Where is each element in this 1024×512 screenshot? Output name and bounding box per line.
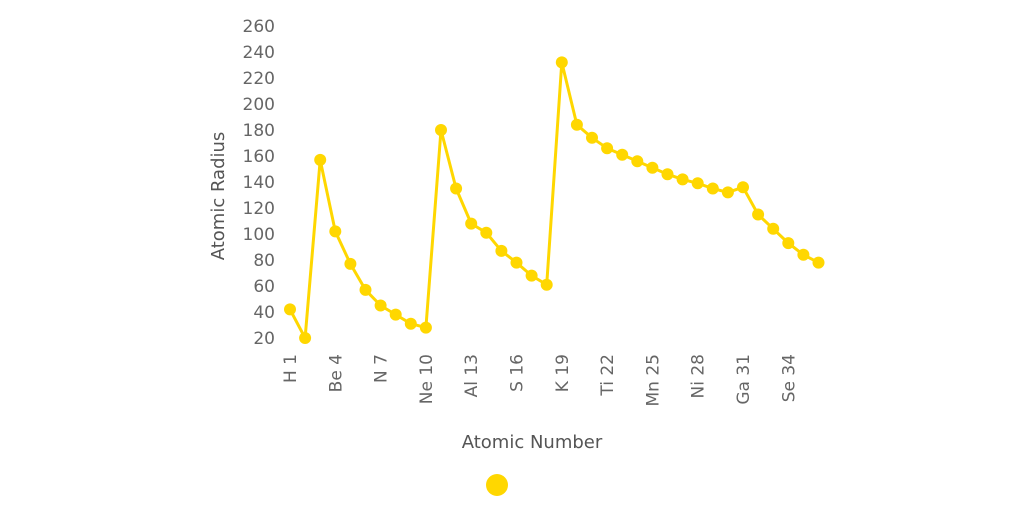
x-axis-ticks: H 1 Be 4 N 7 Ne 10 Al 13 S 16 K 19 Ti 22 Mn 25 Ni… bbox=[281, 354, 799, 406]
y-tick-label: 120 bbox=[243, 199, 275, 219]
data-point-si-14[interactable] bbox=[480, 226, 493, 239]
x-tick-label: H 1 bbox=[281, 354, 301, 383]
data-point-zn-30[interactable] bbox=[721, 186, 734, 199]
x-axis-title: Atomic Number bbox=[462, 432, 603, 453]
data-point-na-11[interactable] bbox=[435, 124, 447, 136]
data-point-n-7[interactable] bbox=[374, 299, 387, 312]
y-tick-label: 220 bbox=[243, 69, 275, 89]
x-tick-label: Ga 31 bbox=[734, 354, 754, 405]
y-tick-label: 160 bbox=[243, 147, 275, 167]
data-point-ar-18[interactable] bbox=[540, 278, 553, 291]
data-point-he-2[interactable] bbox=[299, 332, 312, 344]
data-point-o-8[interactable] bbox=[389, 308, 402, 321]
data-point-al-13[interactable] bbox=[465, 217, 478, 230]
data-point-mn-25[interactable] bbox=[646, 161, 659, 174]
y-tick-label: 60 bbox=[253, 277, 275, 297]
data-point-mg-12[interactable] bbox=[450, 182, 463, 195]
x-tick-label: K 19 bbox=[553, 354, 573, 392]
data-point-k-19[interactable] bbox=[555, 56, 568, 69]
data-point-b-5[interactable] bbox=[344, 257, 357, 270]
y-tick-label: 180 bbox=[243, 121, 275, 141]
x-tick-label: Ni 28 bbox=[689, 354, 709, 398]
series-line bbox=[288, 60, 820, 340]
x-tick-label: Be 4 bbox=[326, 354, 346, 392]
y-axis-title: Atomic Radius bbox=[208, 132, 229, 261]
data-point-se-34[interactable] bbox=[782, 237, 795, 250]
y-tick-label: 100 bbox=[243, 225, 275, 245]
data-point-li-3[interactable] bbox=[314, 153, 327, 166]
data-point-be-4[interactable] bbox=[329, 225, 342, 238]
data-point-ti-22[interactable] bbox=[601, 142, 614, 155]
y-tick-label: 80 bbox=[253, 251, 275, 271]
data-point-fe-26[interactable] bbox=[661, 168, 674, 181]
y-tick-label: 200 bbox=[243, 95, 275, 115]
data-point-co-27[interactable] bbox=[676, 173, 689, 186]
x-tick-label: Al 13 bbox=[462, 354, 482, 397]
data-point-s-16[interactable] bbox=[510, 256, 523, 269]
plot-area bbox=[284, 56, 825, 344]
y-tick-label: 40 bbox=[253, 303, 275, 323]
data-point-ge-32[interactable] bbox=[752, 208, 765, 221]
data-point-ni-28[interactable] bbox=[691, 177, 704, 190]
data-point-sc-21[interactable] bbox=[586, 131, 598, 144]
x-tick-label: Ne 10 bbox=[417, 354, 437, 404]
data-point-ne-10[interactable] bbox=[419, 321, 432, 334]
x-tick-label: Mn 25 bbox=[643, 354, 663, 406]
x-tick-label: Ti 22 bbox=[598, 354, 618, 397]
y-axis-ticks: 20 40 60 80 100 120 140 160 180 200 220 240 260 bbox=[243, 17, 275, 349]
x-tick-label: Se 34 bbox=[779, 354, 799, 402]
data-point-cl-17[interactable] bbox=[525, 269, 538, 282]
data-point-as-33[interactable] bbox=[767, 222, 780, 235]
data-point-p-15[interactable] bbox=[495, 244, 508, 257]
data-point-kr-36[interactable] bbox=[812, 256, 825, 269]
data-point-cr-24[interactable] bbox=[631, 155, 644, 168]
data-point-c-6[interactable] bbox=[359, 283, 372, 296]
x-tick-label: S 16 bbox=[508, 354, 528, 392]
data-point-f-9[interactable] bbox=[404, 317, 417, 330]
data-point-v-23[interactable] bbox=[616, 148, 629, 161]
data-point-ga-31[interactable] bbox=[737, 181, 749, 194]
data-point-h-1[interactable] bbox=[284, 303, 296, 316]
y-tick-label: 140 bbox=[243, 173, 275, 193]
legend-marker-series-1[interactable] bbox=[486, 474, 508, 496]
data-point-cu-29[interactable] bbox=[706, 182, 719, 195]
y-tick-label: 260 bbox=[243, 17, 275, 37]
y-tick-label: 20 bbox=[253, 329, 275, 349]
data-point-br-35[interactable] bbox=[797, 248, 810, 261]
y-tick-label: 240 bbox=[243, 43, 275, 63]
x-tick-label: N 7 bbox=[372, 354, 392, 383]
data-point-ca-20[interactable] bbox=[570, 118, 583, 131]
